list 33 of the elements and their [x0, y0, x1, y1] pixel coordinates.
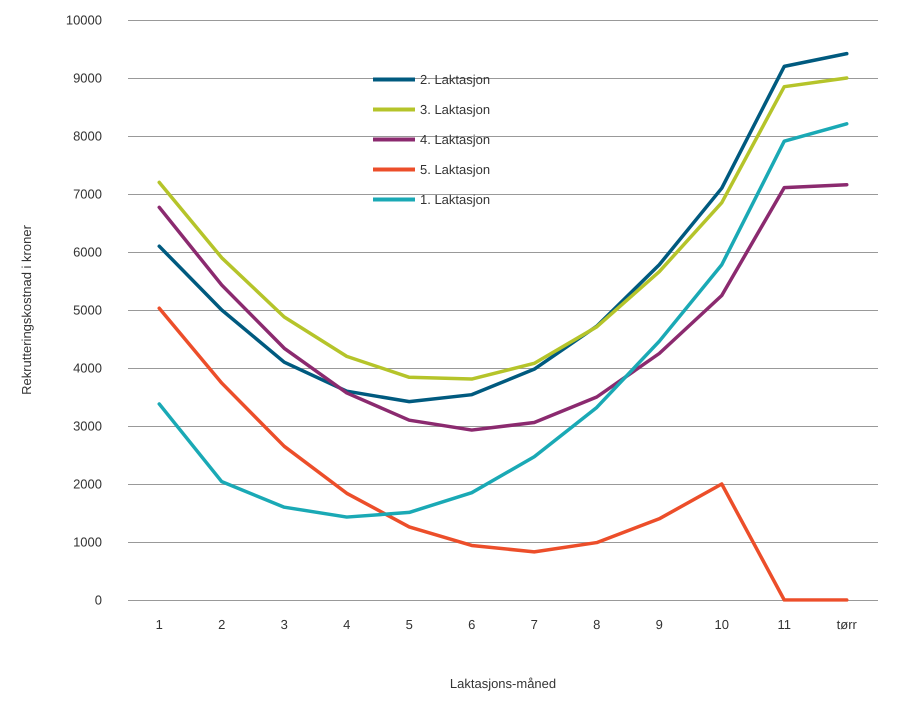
x-tick-label: tørr — [836, 617, 858, 632]
legend-label: 5. Laktasjon — [420, 162, 490, 177]
line-series — [158, 122, 848, 519]
line-series — [158, 306, 848, 602]
y-tick-label: 2000 — [73, 476, 102, 492]
x-tick-label: 6 — [468, 617, 476, 632]
y-tick-label: 1000 — [73, 534, 102, 550]
y-tick-label: 6000 — [73, 244, 102, 260]
x-tick-label: 8 — [593, 617, 600, 632]
x-tick-label: 10 — [714, 617, 729, 632]
x-tick-label: 2 — [218, 617, 226, 632]
x-tick-label: 9 — [656, 617, 663, 632]
x-tick-label: 11 — [778, 617, 791, 632]
y-tick-label: 4000 — [73, 360, 102, 376]
x-tick-label: 1 — [156, 617, 163, 632]
legend-label: 4. Laktasjon — [420, 132, 490, 147]
y-tick-label: 5000 — [73, 302, 102, 318]
x-tick-label: 7 — [530, 617, 538, 632]
y-tick-label: 10000 — [66, 12, 102, 28]
y-tick-label: 7000 — [73, 186, 102, 202]
x-tick-label: 5 — [406, 617, 413, 632]
y-tick-label: 8000 — [73, 128, 102, 144]
x-tick-label: 3 — [280, 617, 288, 632]
legend-label: 1. Laktasjon — [420, 192, 490, 207]
y-tick-label: 0 — [94, 592, 102, 608]
x-tick-label: 4 — [343, 617, 350, 632]
x-axis-title: Laktasjons-måned — [450, 676, 556, 691]
y-tick-label: 9000 — [73, 70, 102, 86]
legend-label: 2. Laktasjon — [420, 72, 490, 87]
line-series — [158, 182, 848, 432]
y-axis-title: Rekrutteringskostnad i kroner — [19, 224, 34, 395]
legend-label: 3. Laktasjon — [420, 102, 490, 117]
y-tick-label: 3000 — [73, 418, 102, 434]
